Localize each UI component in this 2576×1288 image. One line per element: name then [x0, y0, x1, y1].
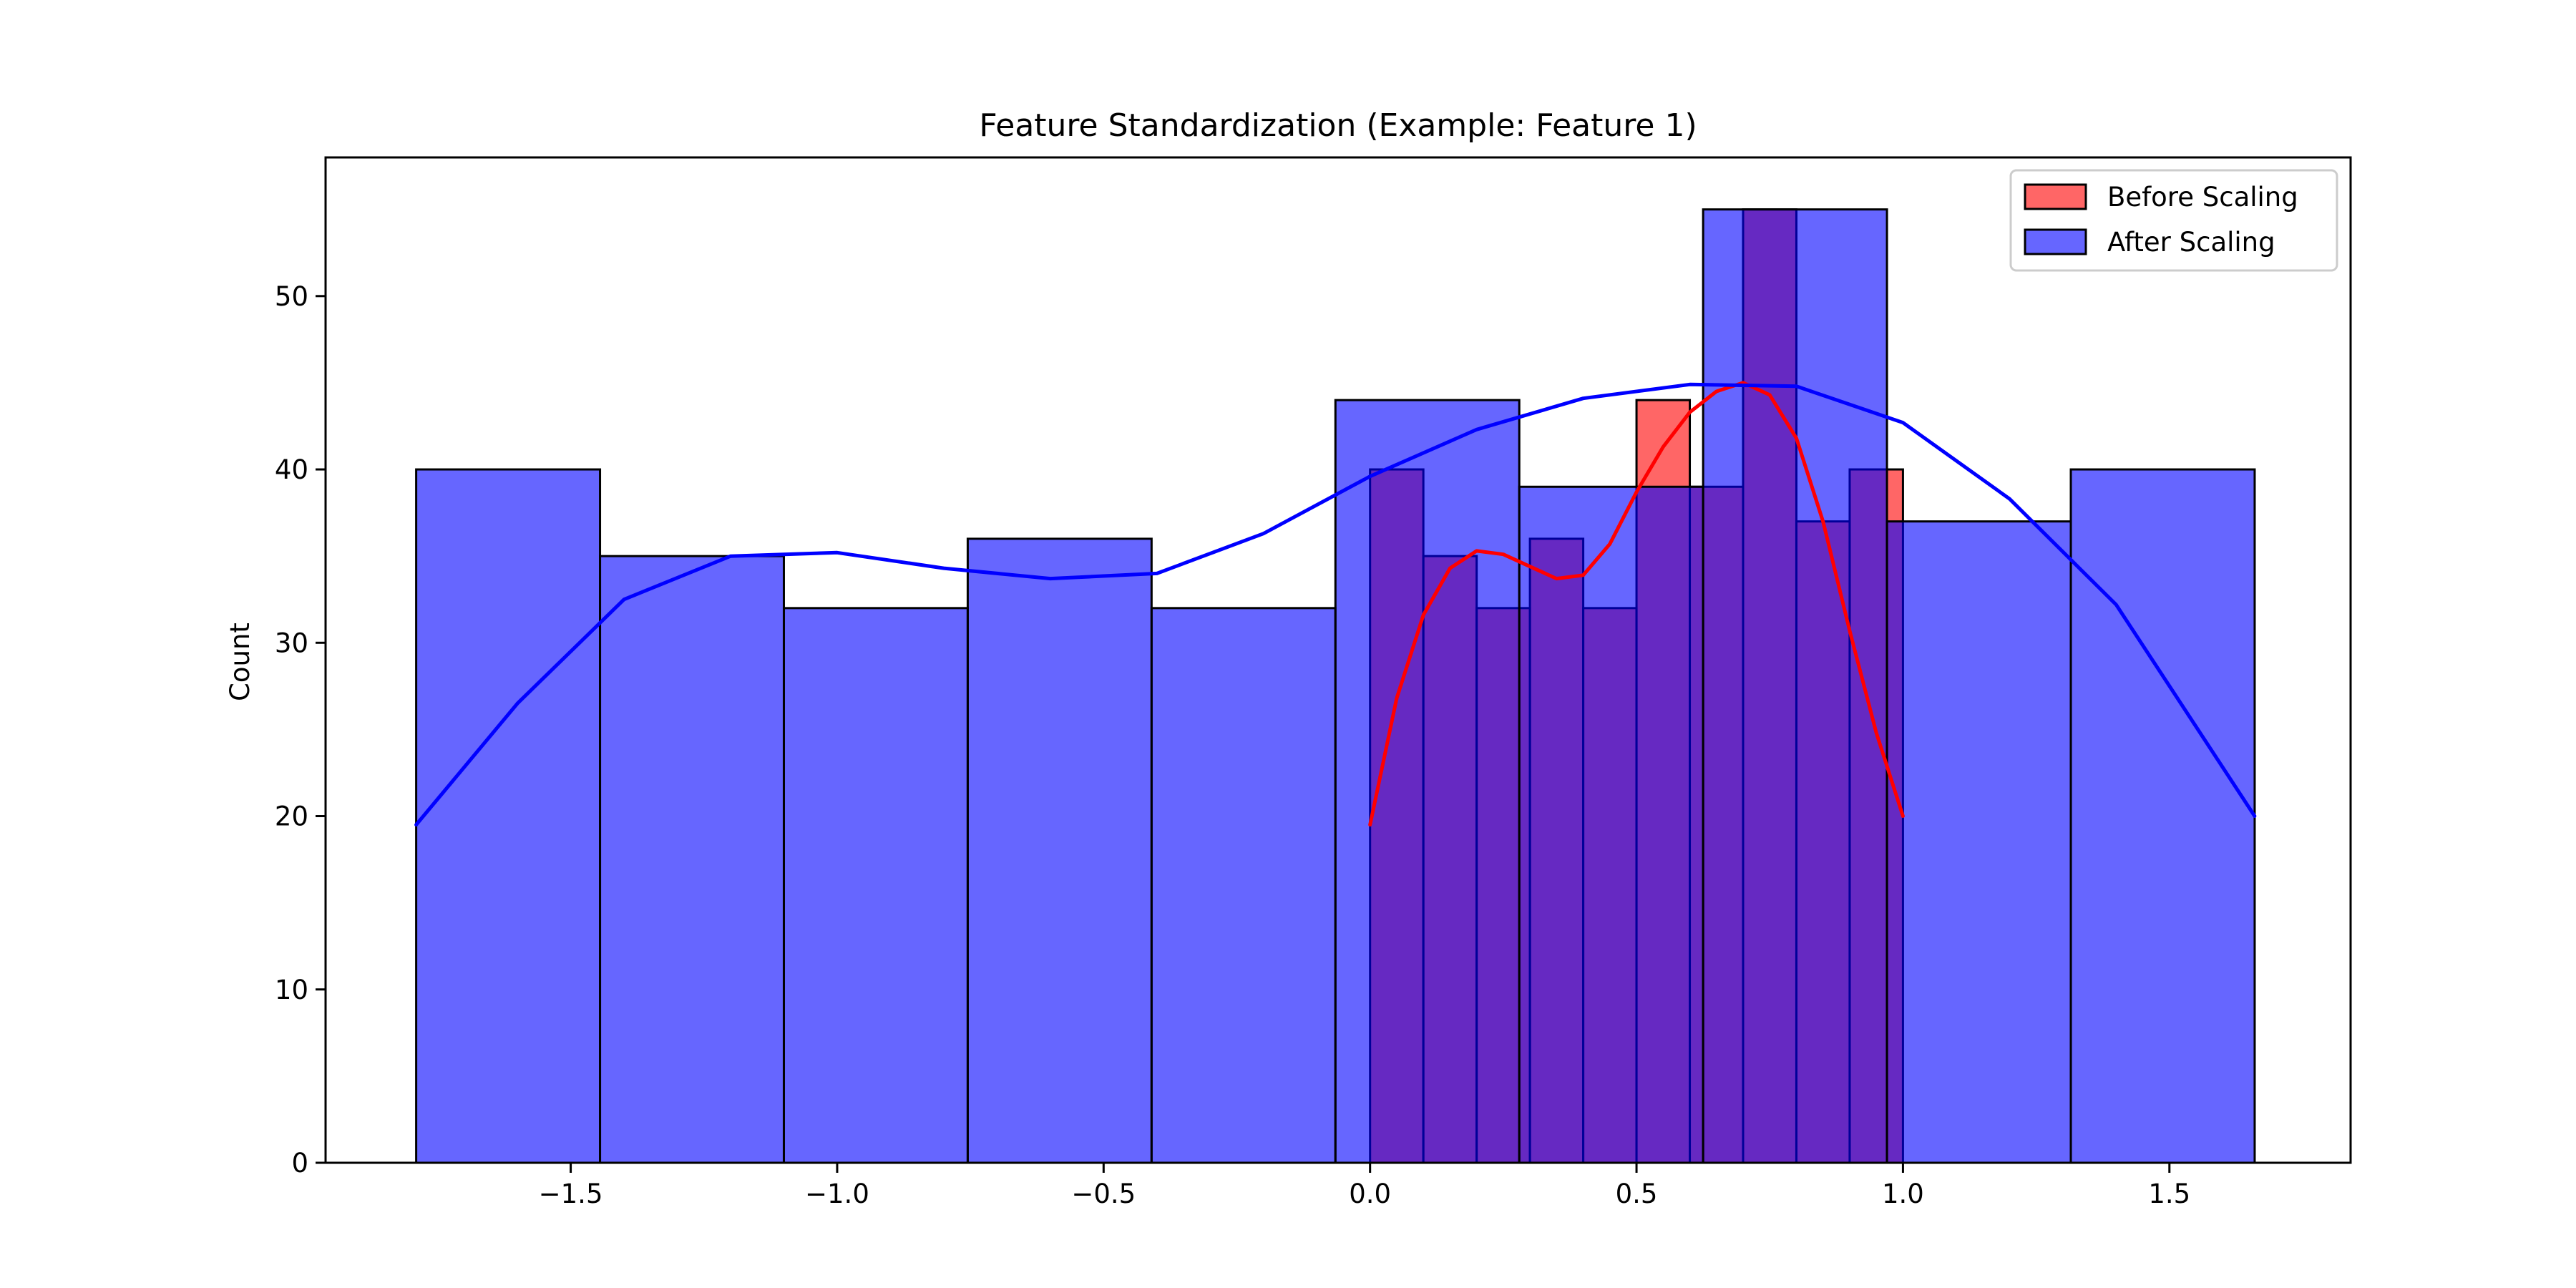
y-axis: 0 10 20 30 40 50	[275, 281, 326, 1179]
after-scaling-bar	[2069, 468, 2256, 1164]
chart-title: Feature Standardization (Example: Featur…	[979, 107, 1697, 144]
y-tick-label: 50	[275, 281, 308, 312]
legend: Before Scaling After Scaling	[2009, 169, 2338, 272]
after-scaling-kde-line	[414, 382, 2257, 827]
x-tick-label: −1.0	[805, 1179, 869, 1209]
x-tick-label: 1.0	[1882, 1179, 1924, 1209]
after-scaling-bar	[1702, 208, 1888, 1164]
legend-label-after: After Scaling	[2107, 227, 2275, 258]
y-tick-label: 40	[275, 454, 308, 485]
legend-frame	[2009, 169, 2338, 272]
y-tick-label: 0	[291, 1148, 308, 1179]
after-scaling-bar	[1334, 399, 1521, 1164]
x-tick-label: 1.5	[2148, 1179, 2190, 1209]
after-scaling-bar	[1885, 520, 2072, 1164]
kde-curves	[414, 381, 2257, 827]
x-tick-label: −0.5	[1071, 1179, 1136, 1209]
y-tick-label: 20	[275, 801, 308, 832]
after-scaling-bar	[1518, 485, 1704, 1164]
before-scaling-kde-line	[1368, 381, 1905, 827]
plot-frame	[324, 156, 2352, 1164]
after-scaling-bar	[966, 537, 1153, 1164]
after-scaling-bars	[415, 208, 2256, 1164]
y-tick-label: 30	[275, 628, 308, 658]
after-scaling-bar	[599, 555, 785, 1164]
x-tick-label: 0.0	[1349, 1179, 1391, 1209]
x-axis: −1.5 −1.0 −0.5 0.0 0.5 1.0 1.5	[539, 1163, 2190, 1209]
x-tick-label: 0.5	[1616, 1179, 1658, 1209]
after-scaling-bar	[415, 468, 602, 1164]
y-tick-label: 10	[275, 975, 308, 1005]
after-scaling-bar	[1150, 607, 1337, 1164]
y-axis-title: Count	[225, 623, 255, 701]
legend-swatch-before	[2024, 183, 2087, 210]
legend-label-before: Before Scaling	[2107, 182, 2298, 213]
after-scaling-bar	[782, 607, 969, 1164]
x-tick-label: −1.5	[539, 1179, 603, 1209]
legend-swatch-after	[2024, 228, 2087, 255]
